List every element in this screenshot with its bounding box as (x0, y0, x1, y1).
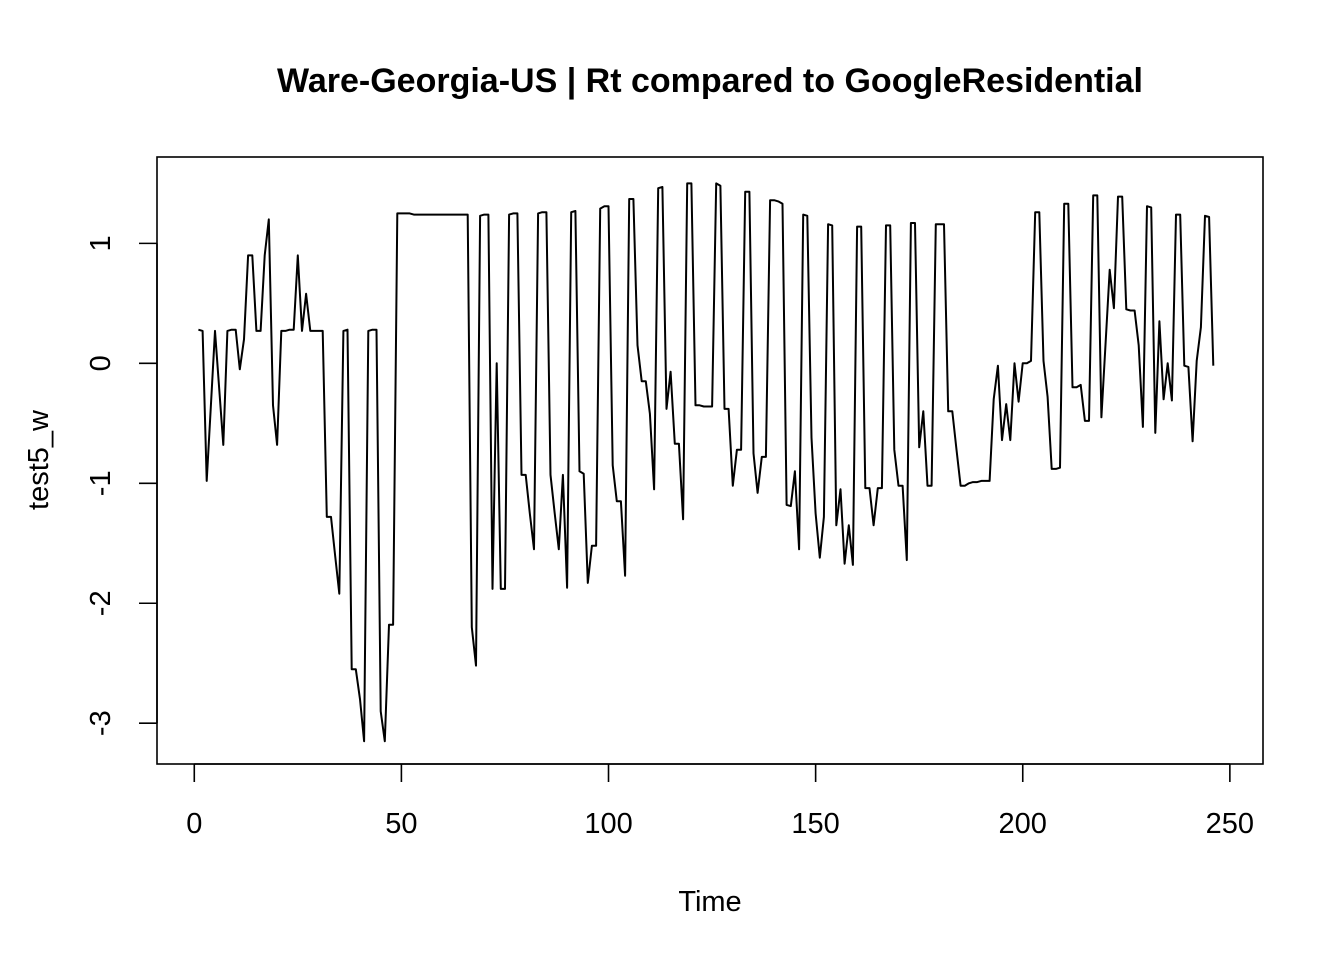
chart-title: Ware-Georgia-US | Rt compared to GoogleR… (277, 62, 1143, 100)
y-tick-label: 1 (85, 235, 117, 251)
x-axis-label: Time (678, 886, 741, 918)
data-layer (198, 182, 1215, 743)
x-tick-label: 0 (186, 808, 202, 840)
x-tick-label: 100 (584, 808, 632, 840)
x-tick-label: 200 (999, 808, 1047, 840)
y-tick-label: -2 (85, 590, 117, 616)
x-tick-label: 50 (385, 808, 417, 840)
x-axis: 0 50 100 150 200 250 (186, 763, 1254, 840)
x-tick-label: 250 (1206, 808, 1254, 840)
y-tick-label: -3 (85, 710, 117, 736)
y-tick-label: 0 (85, 355, 117, 371)
series-line (198, 182, 1215, 743)
y-axis: -3 -2 -1 0 1 (85, 235, 158, 736)
plot-frame (156, 156, 1264, 765)
x-tick-label: 150 (791, 808, 839, 840)
y-axis-label: test5_w (23, 409, 55, 510)
y-tick-label: -1 (85, 470, 117, 496)
